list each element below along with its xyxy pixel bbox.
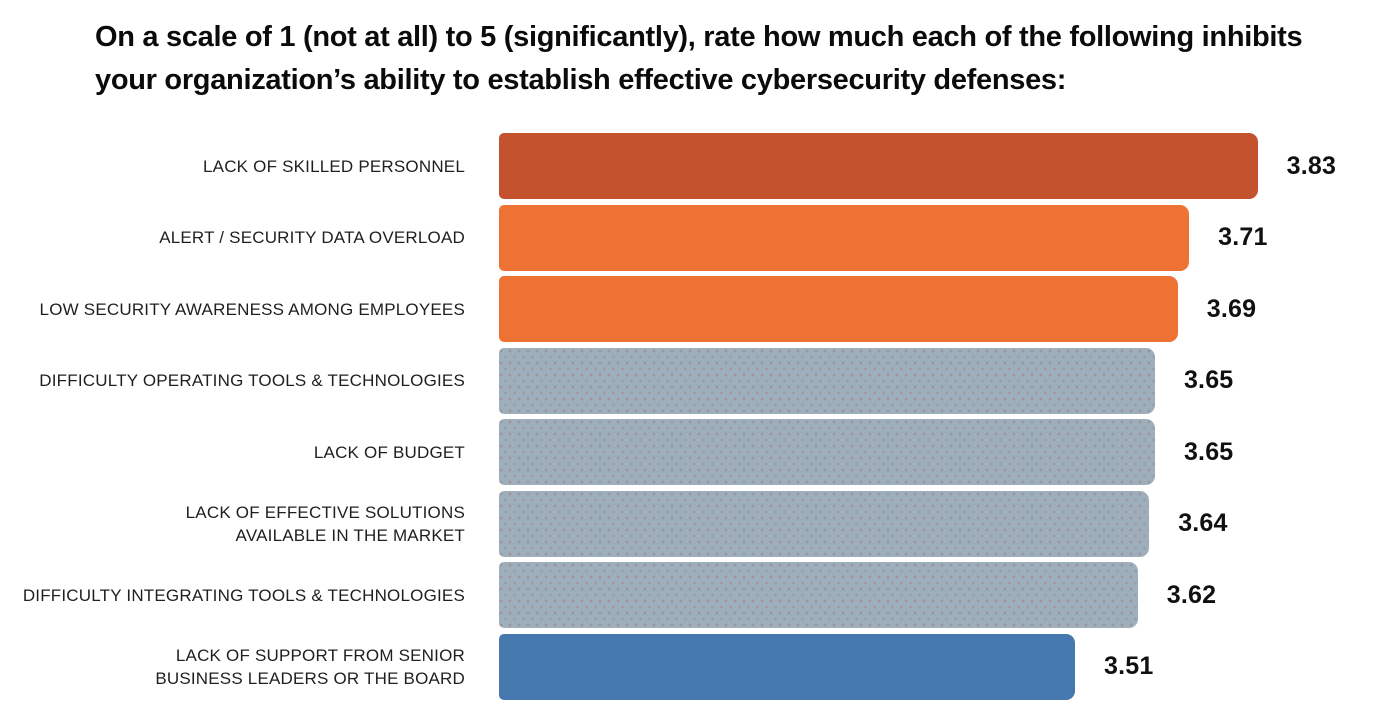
- value-label: 3.83: [1286, 151, 1337, 180]
- bar-track: 3.65: [499, 419, 1269, 485]
- bar-row: DIFFICULTY INTEGRATING TOOLS & TECHNOLOG…: [0, 562, 1381, 628]
- bar-chart: LACK OF SKILLED PERSONNEL 3.83 ALERT / S…: [0, 133, 1381, 700]
- bar-row: LACK OF SUPPORT FROM SENIOR BUSINESS LEA…: [0, 633, 1381, 700]
- category-label: DIFFICULTY INTEGRATING TOOLS & TECHNOLOG…: [22, 585, 465, 605]
- bar-track: 3.51: [499, 633, 1269, 700]
- bar: [499, 633, 1076, 700]
- bar-track: 3.83: [499, 133, 1336, 199]
- bar-track: 3.69: [499, 276, 1269, 342]
- bar: [499, 133, 1258, 199]
- value-label: 3.69: [1206, 294, 1257, 323]
- bar-row: LACK OF EFFECTIVE SOLUTIONS AVAILABLE IN…: [0, 490, 1381, 557]
- chart-title-line2: your organization’s ability to establish…: [95, 64, 1067, 96]
- bar-row: LOW SECURITY AWARENESS AMONG EMPLOYEES 3…: [0, 276, 1381, 342]
- category-label: LACK OF SKILLED PERSONNEL: [203, 156, 465, 176]
- bar: [499, 490, 1150, 557]
- bar: [499, 347, 1155, 414]
- value-label: 3.64: [1178, 509, 1228, 537]
- bar: [499, 562, 1138, 628]
- bar: [499, 276, 1178, 342]
- value-label: 3.71: [1218, 223, 1268, 251]
- bar: [499, 419, 1155, 485]
- category-label: LACK OF BUDGET: [313, 442, 465, 462]
- bar-track: 3.71: [499, 204, 1269, 271]
- category-label: LACK OF SUPPORT FROM SENIOR BUSINESS LEA…: [155, 645, 465, 688]
- category-label: ALERT / SECURITY DATA OVERLOAD: [159, 228, 465, 247]
- value-label: 3.62: [1166, 580, 1217, 609]
- value-label: 3.51: [1104, 652, 1154, 680]
- bar-row: ALERT / SECURITY DATA OVERLOAD 3.71: [0, 204, 1381, 271]
- bar-track: 3.62: [499, 562, 1269, 628]
- category-label: DIFFICULTY OPERATING TOOLS & TECHNOLOGIE…: [39, 371, 465, 390]
- bar: [499, 204, 1190, 271]
- bar-row: LACK OF SKILLED PERSONNEL 3.83: [0, 133, 1381, 199]
- chart-title-line1: On a scale of 1 (not at all) to 5 (signi…: [95, 21, 1303, 53]
- value-label: 3.65: [1183, 366, 1234, 394]
- bar-track: 3.65: [499, 347, 1269, 414]
- category-label: LOW SECURITY AWARENESS AMONG EMPLOYEES: [39, 299, 465, 319]
- bar-row: LACK OF BUDGET 3.65: [0, 419, 1381, 485]
- category-label: LACK OF EFFECTIVE SOLUTIONS AVAILABLE IN…: [185, 502, 465, 545]
- bar-track: 3.64: [499, 490, 1269, 557]
- bar-row: DIFFICULTY OPERATING TOOLS & TECHNOLOGIE…: [0, 347, 1381, 414]
- value-label: 3.65: [1183, 437, 1234, 466]
- chart-title: On a scale of 1 (not at all) to 5 (signi…: [95, 16, 1305, 102]
